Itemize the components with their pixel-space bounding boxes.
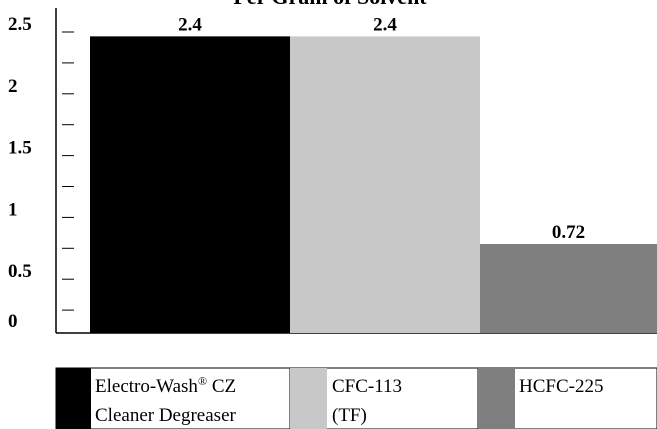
legend-label-electro-wash: Electro-Wash® CZ [95,374,236,397]
y-tick-group: 2.5 2 1.5 1 0.5 0 [8,14,74,332]
value-labels-group: 2.4 2.4 0.72 [178,14,585,243]
y-tick-label: 2 [8,76,18,97]
legend-swatch-cfc-113 [290,368,327,429]
legend: Electro-Wash® CZ Cleaner Degreaser CFC-1… [55,367,657,429]
bar-value-label: 2.4 [178,14,202,35]
bar [480,244,657,333]
bar [90,36,290,334]
legend-label-electro-wash-line2: Cleaner Degreaser [95,405,237,426]
y-tick-label: 2.5 [8,14,32,35]
legend-swatch-hcfc-225 [478,368,515,429]
bar-value-label: 2.4 [373,14,397,35]
bars-group [90,36,657,334]
y-tick-label: 1.5 [8,138,32,159]
bar [290,36,480,334]
legend-label-cfc-113: CFC-113 [332,376,402,397]
legend-label-hcfc-225: HCFC-225 [519,376,603,397]
chart-title: Per Gram of Solvent [233,0,427,9]
bar-value-label: 0.72 [552,222,585,243]
y-tick-label: 0 [8,311,18,332]
legend-swatch-electro-wash [56,368,91,429]
y-tick-label: 1 [8,199,18,220]
y-tick-label: 0.5 [8,261,32,282]
legend-label-cfc-113-line2: (TF) [332,405,367,426]
